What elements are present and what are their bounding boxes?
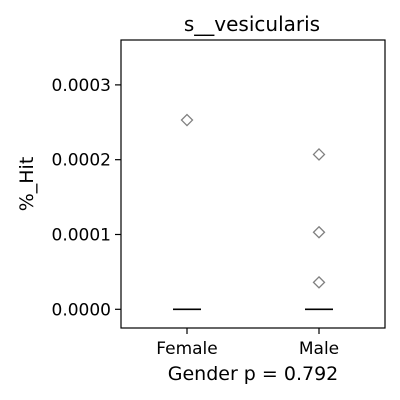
outlier-markers [180,113,326,289]
chart-title: s__vesicularis [184,12,320,36]
plot-frame [120,39,386,329]
y-axis-label: %_Hit [16,157,38,212]
y-tick-label: 0.0000 [52,300,111,320]
x-tick-label-female: Female [156,339,217,359]
y-tick-label: 0.0003 [52,76,111,96]
outlier-point-male [312,225,326,239]
outlier-point-male [312,275,326,289]
y-tick-label: 0.0002 [52,151,111,171]
x-axis-label: Gender p = 0.792 [168,363,339,385]
outlier-point-male [312,148,326,161]
y-tick-label: 0.0001 [52,225,111,245]
y-axis-ticks: 0.0000 0.0001 0.0002 0.0003 [52,76,121,320]
outlier-point-female [180,113,194,127]
x-tick-label-male: Male [299,339,339,359]
x-axis-ticks: Female Male [156,328,339,359]
